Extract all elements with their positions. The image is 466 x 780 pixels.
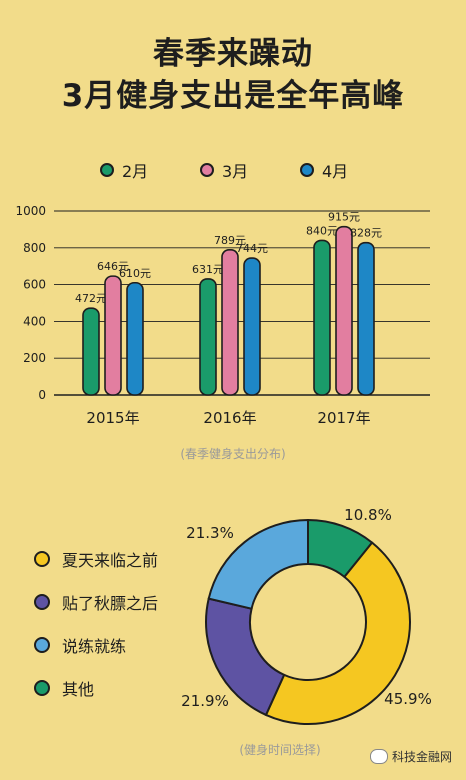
bar-legend: 2月 3月 4月 xyxy=(0,158,466,182)
y-tick-label: 800 xyxy=(23,241,46,255)
donut-legend-label: 贴了秋膘之后 xyxy=(62,594,159,613)
bar xyxy=(335,225,353,396)
watermark-text: 科技金融网 xyxy=(392,750,453,764)
legend-swatch-blue xyxy=(34,637,50,653)
data-label: 646元 xyxy=(97,260,129,273)
legend-swatch-purple xyxy=(34,594,50,610)
donut-legend-item: 夏天来临之前 xyxy=(34,548,158,570)
x-tick-label: 2017年 xyxy=(317,409,370,427)
data-label: 631元 xyxy=(192,263,224,276)
y-tick-label: 400 xyxy=(23,314,46,328)
bar xyxy=(104,275,122,396)
legend-item-apr: 4月 xyxy=(300,158,348,182)
y-tick-label: 600 xyxy=(23,278,46,292)
donut-legend-label: 其他 xyxy=(62,680,95,699)
legend-item-mar: 3月 xyxy=(200,158,248,182)
bar-chart-caption: (春季健身支出分布) xyxy=(180,447,286,461)
y-tick-label: 1000 xyxy=(15,204,46,218)
legend-swatch-feb xyxy=(100,163,114,177)
legend-item-feb: 2月 xyxy=(100,158,148,182)
x-tick-label: 2016年 xyxy=(203,409,256,427)
chart-title-line1: 春季来躁动 xyxy=(153,36,313,72)
bar xyxy=(199,278,217,396)
donut-legend-item: 说练就练 xyxy=(34,634,158,656)
donut-legend-item: 贴了秋膘之后 xyxy=(34,591,158,613)
legend-swatch-mar xyxy=(200,163,214,177)
bar xyxy=(221,249,239,396)
slice-label: 45.9% xyxy=(384,690,432,708)
legend-label-apr: 4月 xyxy=(322,162,349,181)
slice-label: 21.3% xyxy=(186,524,234,542)
chart-title-line2: 3月健身支出是全年高峰 xyxy=(61,78,405,114)
donut-slice xyxy=(207,518,309,610)
legend-swatch-green xyxy=(34,680,50,696)
x-tick-label: 2015年 xyxy=(86,409,139,427)
donut-legend-label: 说练就练 xyxy=(62,637,127,656)
wechat-icon xyxy=(370,749,388,764)
data-label: 610元 xyxy=(119,267,151,280)
donut-legend-label: 夏天来临之前 xyxy=(62,551,159,570)
data-label: 828元 xyxy=(350,227,382,240)
legend-label-mar: 3月 xyxy=(222,162,249,181)
donut-chart-caption: (健身时间选择) xyxy=(239,743,321,757)
data-label: 472元 xyxy=(75,292,107,305)
bar xyxy=(82,307,100,396)
y-tick-label: 200 xyxy=(23,351,46,365)
donut-chart: 10.8% 45.9% 21.9% 21.3% xyxy=(181,506,432,725)
data-label: 789元 xyxy=(214,234,246,247)
bar xyxy=(357,241,375,396)
donut-legend: 夏天来临之前 贴了秋膘之后 说练就练 其他 xyxy=(34,548,158,720)
bar xyxy=(313,239,331,396)
legend-label-feb: 2月 xyxy=(122,162,149,181)
donut-slice xyxy=(264,541,411,725)
bar xyxy=(243,257,261,396)
data-label: 840元 xyxy=(306,224,338,237)
watermark: 科技金融网 xyxy=(370,748,452,765)
bar xyxy=(126,281,144,396)
legend-swatch-apr xyxy=(300,163,314,177)
slice-label: 21.9% xyxy=(181,692,229,710)
data-label: 915元 xyxy=(328,211,360,224)
data-label: 744元 xyxy=(236,242,268,255)
slice-label: 10.8% xyxy=(344,506,392,524)
y-tick-label: 0 xyxy=(38,388,46,402)
donut-legend-item: 其他 xyxy=(34,677,158,699)
legend-swatch-yellow xyxy=(34,551,50,567)
